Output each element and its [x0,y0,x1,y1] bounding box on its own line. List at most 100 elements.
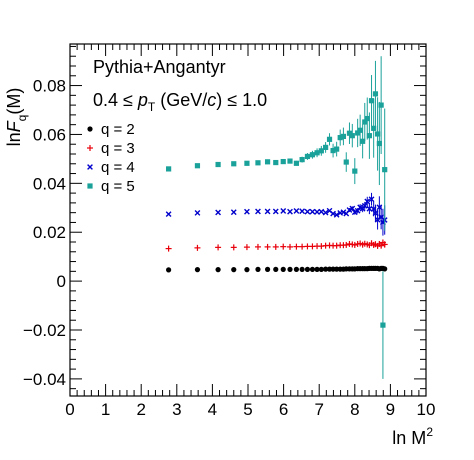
data-point [299,208,306,215]
x-tick-label: 7 [314,400,323,419]
cross-b [255,208,261,215]
data-point [352,168,358,174]
data-point [194,210,201,216]
data-point [194,163,201,169]
data-point [287,158,293,164]
cross-b [322,209,329,216]
x-axis-title: ln M2 [392,425,433,448]
data-point [194,244,201,251]
data-point [293,160,300,166]
data-layer [165,56,388,379]
data-point [293,243,300,250]
data-point [355,130,361,136]
data-point [364,198,371,205]
data-point [299,243,306,250]
data-point [293,266,300,272]
x-tick-label: 8 [350,400,359,419]
data-point [287,208,293,215]
data-point [165,245,172,252]
data-point [194,267,201,273]
cross-b [333,211,340,218]
data-point [287,266,293,272]
axes: 0 1 2 3 4 5 6 7 8 9 10 −0.04 −0.02 0 0.02 0.04 0.06 0.08 [23,43,436,419]
data-point [280,243,287,250]
cross-b [165,211,172,218]
data-point [215,244,222,251]
data-point [165,211,172,218]
data-point [326,266,333,272]
data-point [166,267,172,273]
x-tick-label: 2 [136,400,145,419]
data-point [378,242,385,249]
cross-b [287,208,293,215]
data-point [255,160,261,166]
kinematic-range-annotation: 0.4 ≤ pT (GeV/c) ≤ 1.0 [93,90,267,114]
data-point [309,208,316,215]
data-point [382,167,388,173]
cross-b [299,208,306,215]
data-point [346,130,353,136]
data-point [333,211,340,218]
cross-b [340,209,347,216]
data-marks [165,56,388,379]
legend-label: q = 4 [101,159,135,176]
data-point [304,208,311,215]
legend-item: q = 3 [87,140,135,157]
x-tick-label: 10 [417,400,436,419]
data-point [372,210,379,217]
data-point [368,98,375,104]
data-point [280,158,286,165]
data-point [215,209,221,216]
data-point [231,267,237,273]
series-4 [165,192,388,236]
cross-b [87,164,93,170]
data-point [376,140,382,147]
data-point [323,144,329,150]
y-tick-label: 0.06 [33,125,66,144]
data-point [334,146,340,152]
data-point [166,166,172,172]
y-tick-label: 0.08 [33,77,66,96]
cross-b [351,209,358,216]
data-point [280,208,287,214]
data-point [309,152,316,158]
legend-label: q = 2 [101,121,135,138]
data-point [337,135,343,141]
legend: q = 2 q = 3 q = 4 q = 5 [87,121,135,195]
data-point [243,244,250,251]
cross-b [280,208,287,214]
data-point [318,208,325,215]
data-point [264,159,271,165]
data-point [314,266,320,272]
data-point [244,267,250,273]
data-point [323,266,329,272]
cross-b [368,196,375,203]
x-tick-label: 0 [65,400,74,419]
cross-b [309,208,316,215]
data-point [381,241,388,248]
data-point [255,266,261,272]
data-point [273,159,279,166]
data-point [343,241,350,248]
data-point [254,243,261,250]
data-point [371,125,377,131]
data-point [351,241,358,248]
y-tick-label: −0.02 [23,321,66,340]
cross-b [304,208,311,215]
cross-b [230,209,237,216]
data-point [299,266,305,272]
legend-marker [87,183,93,189]
data-point [330,147,336,154]
data-point [382,266,388,272]
data-point [361,202,368,209]
cross-b [349,205,356,212]
cross-b [272,208,279,215]
legend-marker [87,145,93,151]
data-point [230,209,237,216]
data-point [340,133,347,139]
y-axis-title: lnFq(M) [4,88,29,147]
cross-b [194,210,201,216]
data-point [287,243,294,250]
